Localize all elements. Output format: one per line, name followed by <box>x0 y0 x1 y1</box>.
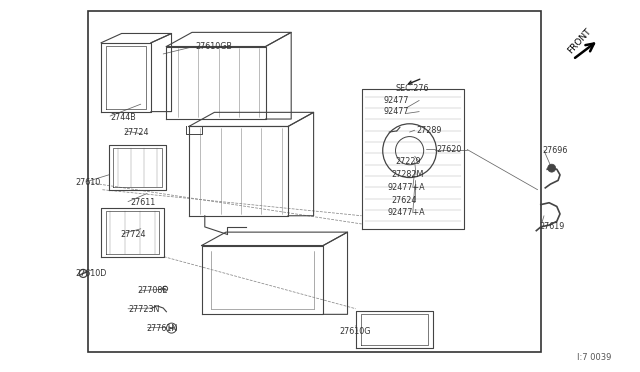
Text: 27624: 27624 <box>392 196 417 205</box>
Text: 27610: 27610 <box>76 178 100 187</box>
Text: 27610GB: 27610GB <box>195 42 232 51</box>
Bar <box>88 11 541 352</box>
Text: 27289: 27289 <box>416 126 442 135</box>
Text: I:7 0039: I:7 0039 <box>577 353 611 362</box>
Text: 27761N: 27761N <box>146 324 177 333</box>
Text: 27610D: 27610D <box>76 269 107 278</box>
Text: 92477: 92477 <box>384 107 410 116</box>
Text: 92477+A: 92477+A <box>388 208 426 217</box>
Text: 92477: 92477 <box>384 96 410 105</box>
Text: SEC.276: SEC.276 <box>396 84 429 93</box>
Text: 92477+A: 92477+A <box>388 183 426 192</box>
Text: 27610G: 27610G <box>339 327 371 336</box>
Text: 27620: 27620 <box>436 145 462 154</box>
Text: 27611: 27611 <box>130 198 155 207</box>
Text: 27723N: 27723N <box>128 305 159 314</box>
Text: 27696: 27696 <box>543 146 568 155</box>
Text: 2744B: 2744B <box>110 113 136 122</box>
Text: 27282M: 27282M <box>392 170 424 179</box>
Text: FRONT: FRONT <box>566 27 593 56</box>
Text: 27708E: 27708E <box>138 286 168 295</box>
Text: 27724: 27724 <box>123 128 148 137</box>
Text: 27229: 27229 <box>396 157 421 166</box>
Circle shape <box>548 164 556 172</box>
Text: 27619: 27619 <box>539 222 564 231</box>
Text: 27724: 27724 <box>120 230 146 239</box>
